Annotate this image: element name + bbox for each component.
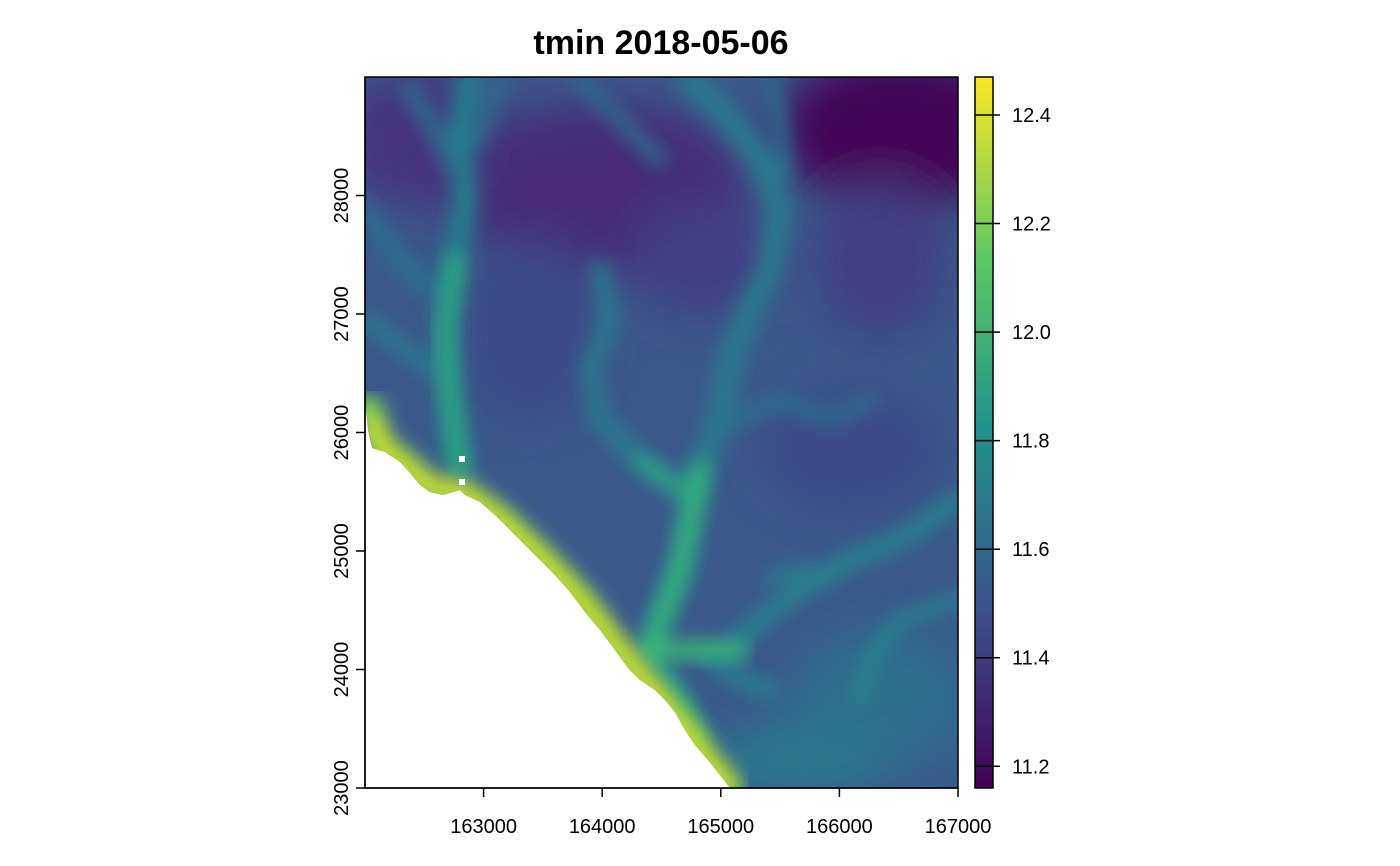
y-tick-label: 26000: [331, 405, 353, 461]
legend-tick-label: 11.8: [1012, 431, 1049, 453]
y-tick-label: 23000: [331, 760, 353, 816]
legend-tick-label: 12.2: [1012, 214, 1051, 236]
page-title: tmin 2018-05-06: [533, 24, 789, 62]
legend-tick-label: 11.6: [1012, 539, 1049, 561]
legend-colorbar: [974, 76, 994, 789]
legend-tick-label: 11.2: [1012, 756, 1049, 778]
x-tick-label: 167000: [925, 816, 992, 838]
x-tick-label: 166000: [806, 816, 873, 838]
y-tick-label: 24000: [331, 642, 353, 698]
x-tick-label: 165000: [687, 816, 754, 838]
color-legend: 11.2 11.4 11.6 11.8 12.0 12.2 12.4: [974, 76, 1051, 789]
y-tick-label: 27000: [331, 286, 353, 342]
x-axis: 163000 164000 165000 166000 167000: [365, 787, 992, 838]
legend-tick-label: 12.0: [1012, 322, 1051, 344]
legend-tick-label: 12.4: [1012, 105, 1051, 127]
x-tick-label: 164000: [569, 816, 636, 838]
legend-tick-label: 11.4: [1012, 648, 1049, 670]
x-tick-label: 163000: [450, 816, 517, 838]
y-tick-label: 25000: [331, 523, 353, 579]
temperature-raster: [365, 77, 958, 788]
y-tick-label: 28000: [331, 168, 353, 224]
y-axis: 23000 24000 25000 26000 27000 28000: [331, 77, 366, 816]
